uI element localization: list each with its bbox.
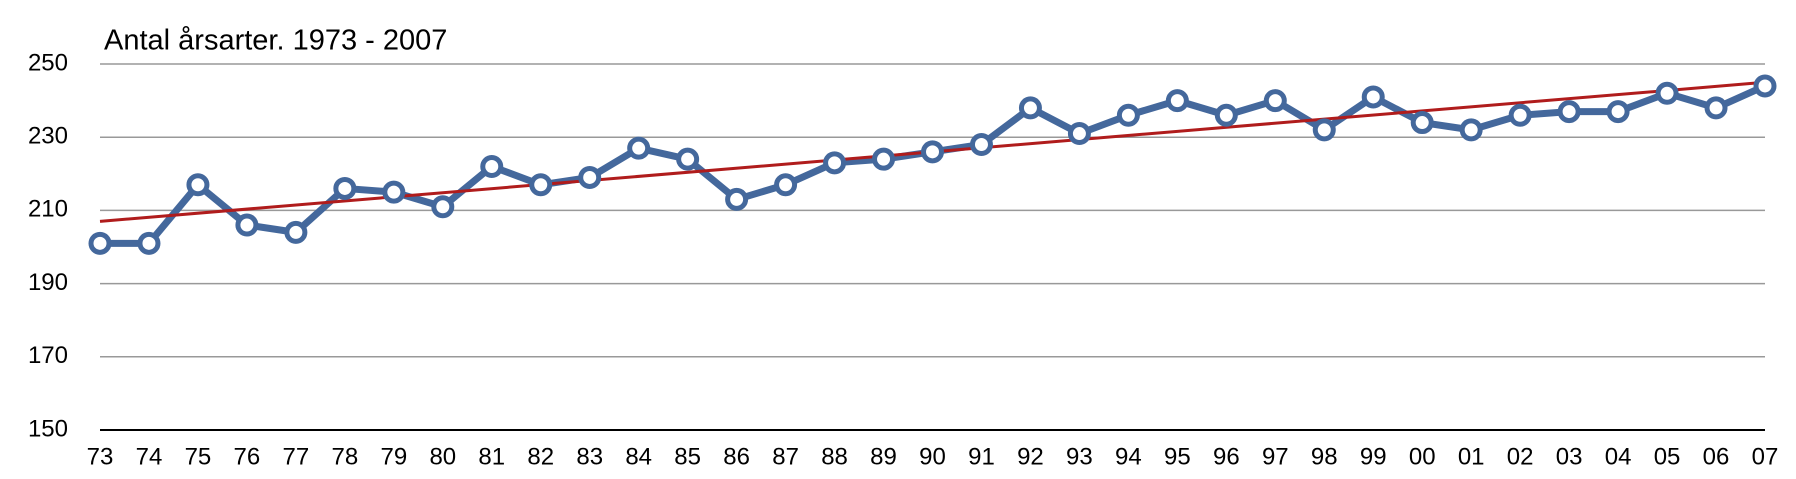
y-tick-label: 210 <box>28 196 68 223</box>
y-tick-label: 190 <box>28 269 68 296</box>
point <box>578 165 602 189</box>
x-tick-label: 96 <box>1213 443 1240 470</box>
point <box>235 213 259 237</box>
x-tick-label: 95 <box>1164 443 1191 470</box>
point <box>382 180 406 204</box>
point <box>1459 118 1483 142</box>
x-tick-label: 88 <box>821 443 848 470</box>
point <box>1508 103 1532 127</box>
x-tick-label: 03 <box>1556 443 1583 470</box>
x-tick-label: 86 <box>723 443 750 470</box>
point <box>1410 111 1434 135</box>
x-tick-label: 90 <box>919 443 946 470</box>
point <box>1067 122 1091 146</box>
point <box>921 140 944 164</box>
x-tick-label: 02 <box>1507 443 1534 470</box>
x-tick-label: 97 <box>1262 443 1289 470</box>
x-tick-label: 81 <box>478 443 505 470</box>
x-tick-label: 73 <box>87 443 114 470</box>
point <box>1214 103 1238 127</box>
point <box>1165 89 1189 113</box>
x-tick-label: 77 <box>283 443 310 470</box>
y-tick-label: 170 <box>28 342 68 369</box>
point <box>1557 100 1581 124</box>
point <box>1655 81 1679 105</box>
x-tick-label: 84 <box>625 443 652 470</box>
x-tick-label: 80 <box>429 443 456 470</box>
point <box>186 173 210 197</box>
x-tick-label: 07 <box>1752 443 1779 470</box>
point <box>823 151 847 175</box>
point <box>627 136 651 160</box>
x-tick-label: 79 <box>380 443 407 470</box>
x-tick-label: 98 <box>1311 443 1338 470</box>
point <box>676 147 700 171</box>
point <box>480 154 504 178</box>
x-tick-label: 75 <box>185 443 212 470</box>
point <box>969 133 993 157</box>
point <box>1018 96 1042 120</box>
chart-title: Antal årsarter. 1973 - 2007 <box>104 25 447 57</box>
x-tick-label: 05 <box>1654 443 1681 470</box>
point <box>1116 103 1140 127</box>
x-tick-label: 76 <box>234 443 261 470</box>
point <box>529 173 553 197</box>
x-tick-label: 74 <box>136 443 163 470</box>
x-tick-label: 01 <box>1458 443 1485 470</box>
point <box>1312 118 1336 142</box>
point <box>333 176 357 200</box>
point <box>872 147 896 171</box>
point <box>1361 85 1385 109</box>
point <box>88 231 112 255</box>
point <box>774 173 798 197</box>
x-tick-label: 93 <box>1066 443 1093 470</box>
x-tick-label: 06 <box>1703 443 1730 470</box>
x-tick-label: 94 <box>1115 443 1142 470</box>
x-tick-label: 83 <box>576 443 603 470</box>
y-tick-label: 230 <box>28 123 68 150</box>
y-tick-label: 150 <box>28 415 68 442</box>
x-tick-label: 91 <box>968 443 995 470</box>
point <box>1606 100 1630 124</box>
x-tick-label: 87 <box>772 443 799 470</box>
x-tick-label: 85 <box>674 443 701 470</box>
x-tick-label: 82 <box>527 443 554 470</box>
x-tick-label: 89 <box>870 443 897 470</box>
point <box>137 231 161 255</box>
x-tick-label: 78 <box>332 443 359 470</box>
point <box>284 220 308 244</box>
point <box>1753 74 1777 98</box>
y-tick-label: 250 <box>28 49 68 76</box>
point <box>1263 89 1287 113</box>
point <box>725 187 749 211</box>
point <box>431 195 455 219</box>
point <box>1704 96 1728 120</box>
x-tick-label: 99 <box>1360 443 1387 470</box>
x-tick-label: 04 <box>1605 443 1632 470</box>
x-tick-label: 92 <box>1017 443 1044 470</box>
x-tick-label: 00 <box>1409 443 1436 470</box>
